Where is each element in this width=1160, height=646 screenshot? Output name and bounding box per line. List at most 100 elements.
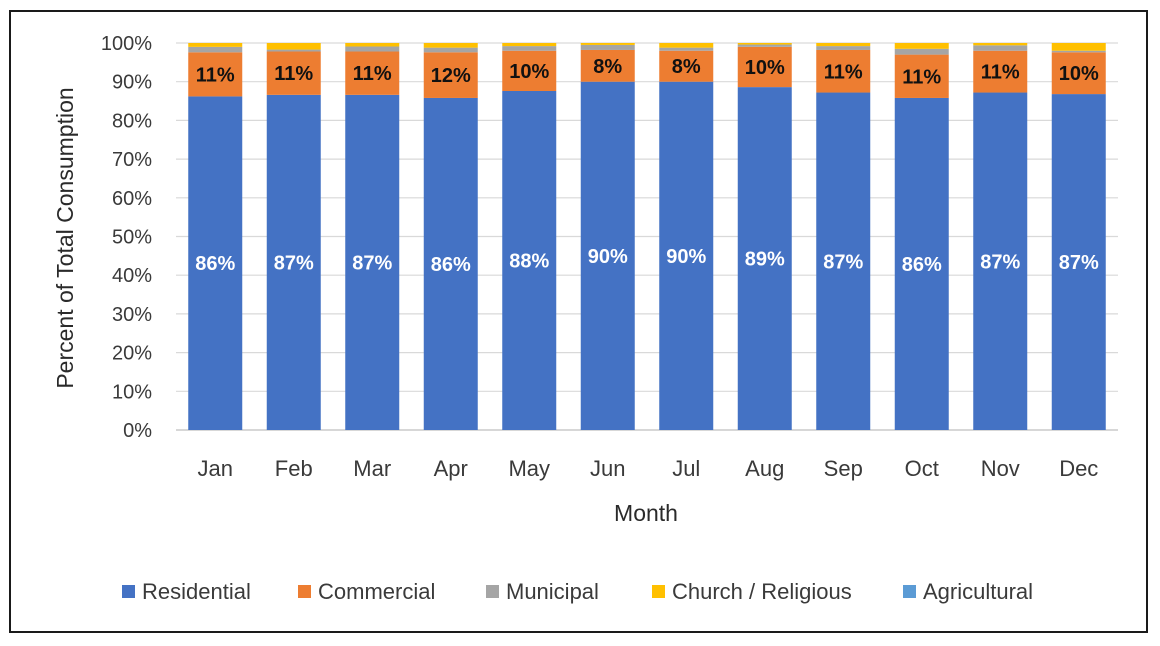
data-label: 11% <box>824 61 863 83</box>
data-label: 87% <box>352 252 392 274</box>
bar-segment <box>659 81 714 430</box>
bar-segment <box>502 50 557 91</box>
bar-segment <box>345 94 400 430</box>
data-label: 12% <box>431 65 471 87</box>
x-tick-label: Apr <box>434 456 468 481</box>
data-label: 11% <box>902 66 941 88</box>
x-axis-title: Month <box>614 500 678 526</box>
data-label: 86% <box>431 254 471 276</box>
bar-segment <box>580 81 635 430</box>
bar-segment <box>659 47 714 51</box>
bar-segment <box>737 44 792 47</box>
legend-label: Residential <box>142 579 251 604</box>
legend-swatch <box>122 585 135 598</box>
bar-segment <box>188 43 243 47</box>
legend: Residential Commercial Municipal Church / R… <box>122 579 1033 604</box>
x-tick-label: Nov <box>981 456 1020 481</box>
bar-segment <box>973 50 1028 93</box>
bar-segment <box>423 47 478 53</box>
x-tick-label: Dec <box>1059 456 1098 481</box>
bar-segment <box>816 92 871 430</box>
bar-segment <box>345 46 400 52</box>
x-tick-label: Oct <box>905 456 939 481</box>
x-tick-label: Mar <box>353 456 391 481</box>
bar-segment <box>816 43 871 47</box>
bar-segment <box>659 43 714 48</box>
bar-segment <box>345 43 400 47</box>
y-tick-label: 10% <box>112 381 152 403</box>
bar-segment <box>894 43 949 49</box>
bar-segment <box>423 97 478 430</box>
data-label: 8% <box>672 56 701 78</box>
bar-segment <box>737 46 792 88</box>
data-label: 90% <box>588 246 628 268</box>
bar-segment <box>973 43 1028 46</box>
data-label: 87% <box>1059 252 1099 274</box>
x-tick-label: Jul <box>672 456 700 481</box>
data-label: 10% <box>1059 63 1099 85</box>
bar-segment <box>502 43 557 47</box>
bar-segment <box>1051 52 1106 95</box>
bar-segment <box>188 96 243 430</box>
bar-segment <box>816 46 871 50</box>
legend-swatch <box>486 585 499 598</box>
y-axis-ticks: 0% 10% 20% 30% 40% 50% 60% 70% 80% 90% 100% <box>101 33 152 442</box>
data-label: 11% <box>274 63 313 85</box>
x-tick-label: Jun <box>590 456 625 481</box>
bars: 86% 11% 87% 11% 87% 11% 86% 12% 88% 10% 90% 8% 90% 8%… <box>188 43 1106 431</box>
bar-segment <box>502 46 557 51</box>
bar-segment <box>188 52 243 97</box>
data-label: 86% <box>902 254 942 276</box>
gridlines <box>176 42 1118 431</box>
bar-segment <box>502 90 557 430</box>
legend-label: Municipal <box>506 579 599 604</box>
data-label: 10% <box>745 57 785 79</box>
bar-segment <box>894 97 949 430</box>
bar-segment <box>423 52 478 98</box>
bar-segment <box>659 50 714 82</box>
bar-segment <box>816 49 871 93</box>
y-tick-label: 50% <box>112 227 152 249</box>
y-tick-label: 20% <box>112 343 152 365</box>
y-tick-label: 30% <box>112 304 152 326</box>
bar-segment <box>266 94 321 430</box>
data-label: 11% <box>353 63 392 85</box>
data-label: 88% <box>509 250 549 272</box>
legend-swatch <box>298 585 311 598</box>
y-tick-label: 70% <box>112 149 152 171</box>
y-tick-label: 0% <box>123 420 152 442</box>
y-tick-label: 40% <box>112 265 152 287</box>
bar-segment <box>1051 43 1106 51</box>
y-tick-label: 60% <box>112 188 152 210</box>
bar-segment <box>894 48 949 55</box>
x-tick-label: Sep <box>824 456 863 481</box>
data-label: 87% <box>980 251 1020 273</box>
x-tick-label: Jan <box>198 456 233 481</box>
bar-segment <box>894 54 949 98</box>
data-label: 11% <box>981 62 1020 84</box>
legend-swatch <box>903 585 916 598</box>
y-axis-title: Percent of Total Consumption <box>52 87 78 388</box>
bar-segment <box>973 45 1028 51</box>
bar-segment <box>580 43 635 45</box>
legend-swatch <box>652 585 665 598</box>
data-label: 8% <box>593 56 622 78</box>
y-tick-label: 80% <box>112 110 152 132</box>
bar-segment <box>737 43 792 45</box>
data-label: 87% <box>274 252 314 274</box>
bar-segment <box>580 44 635 50</box>
data-label: 86% <box>195 253 235 275</box>
data-label: 11% <box>196 64 235 86</box>
bar-segment <box>266 51 321 95</box>
bar-segment <box>188 46 243 53</box>
y-tick-label: 90% <box>112 72 152 94</box>
legend-label: Commercial <box>318 579 435 604</box>
bar-segment <box>1051 50 1106 53</box>
bar-segment <box>266 49 321 52</box>
bar-segment <box>973 92 1028 430</box>
legend-label: Church / Religious <box>672 579 852 604</box>
bar-segment <box>1051 94 1106 431</box>
data-label: 10% <box>509 61 549 83</box>
y-tick-label: 100% <box>101 33 152 55</box>
